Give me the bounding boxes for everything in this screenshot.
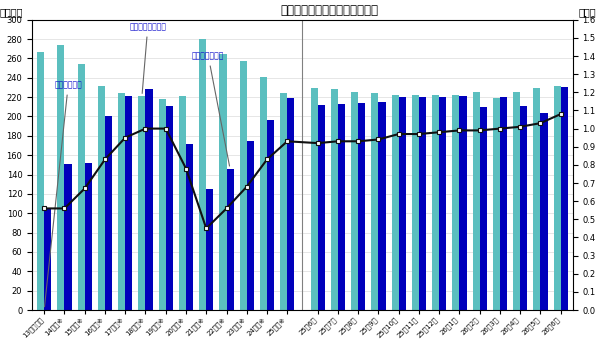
Bar	[561, 87, 568, 310]
Bar	[287, 98, 295, 310]
Bar	[267, 120, 274, 310]
Bar	[479, 107, 487, 310]
Bar	[260, 77, 267, 310]
Bar	[351, 92, 358, 310]
Bar	[125, 96, 133, 310]
Bar	[206, 189, 214, 310]
Bar	[371, 93, 379, 310]
Bar	[220, 54, 227, 310]
Bar	[58, 45, 64, 310]
Bar	[533, 88, 541, 310]
Bar	[145, 90, 152, 310]
Bar	[392, 95, 398, 310]
Bar	[77, 64, 85, 310]
Bar	[239, 61, 247, 310]
Bar	[379, 102, 386, 310]
Bar	[158, 99, 166, 310]
Bar	[139, 96, 145, 310]
Bar	[493, 98, 500, 310]
Bar	[439, 97, 446, 310]
Bar	[358, 103, 365, 310]
Bar	[280, 93, 287, 310]
Bar	[64, 164, 71, 310]
Bar	[199, 39, 206, 310]
Bar	[98, 85, 105, 310]
Bar	[398, 97, 406, 310]
Bar	[452, 95, 460, 310]
Text: 月間有効求人数: 月間有効求人数	[192, 51, 230, 166]
Text: （万人）: （万人）	[0, 7, 23, 17]
Bar	[500, 97, 507, 310]
Text: 有効求人倍率: 有効求人倍率	[44, 81, 82, 307]
Bar	[412, 95, 419, 310]
Bar	[37, 52, 44, 310]
Bar	[118, 93, 125, 310]
Bar	[541, 113, 548, 310]
Bar	[247, 141, 254, 310]
Bar	[105, 116, 112, 310]
Bar	[166, 106, 173, 310]
Bar	[473, 92, 479, 310]
Bar	[186, 144, 193, 310]
Bar	[317, 105, 325, 310]
Bar	[520, 106, 527, 310]
Bar	[432, 95, 439, 310]
Bar	[227, 169, 233, 310]
Title: 求人、求職及び求人倍率の推移: 求人、求職及び求人倍率の推移	[281, 4, 379, 17]
Text: 月間有効求職者数: 月間有効求職者数	[129, 22, 166, 93]
Bar	[513, 92, 520, 310]
Bar	[331, 90, 338, 310]
Bar	[179, 96, 186, 310]
Bar	[460, 96, 467, 310]
Bar	[85, 163, 92, 310]
Bar	[338, 104, 345, 310]
Text: （倍）: （倍）	[578, 7, 596, 17]
Bar	[554, 86, 561, 310]
Bar	[311, 88, 317, 310]
Bar	[44, 209, 52, 310]
Bar	[419, 97, 426, 310]
